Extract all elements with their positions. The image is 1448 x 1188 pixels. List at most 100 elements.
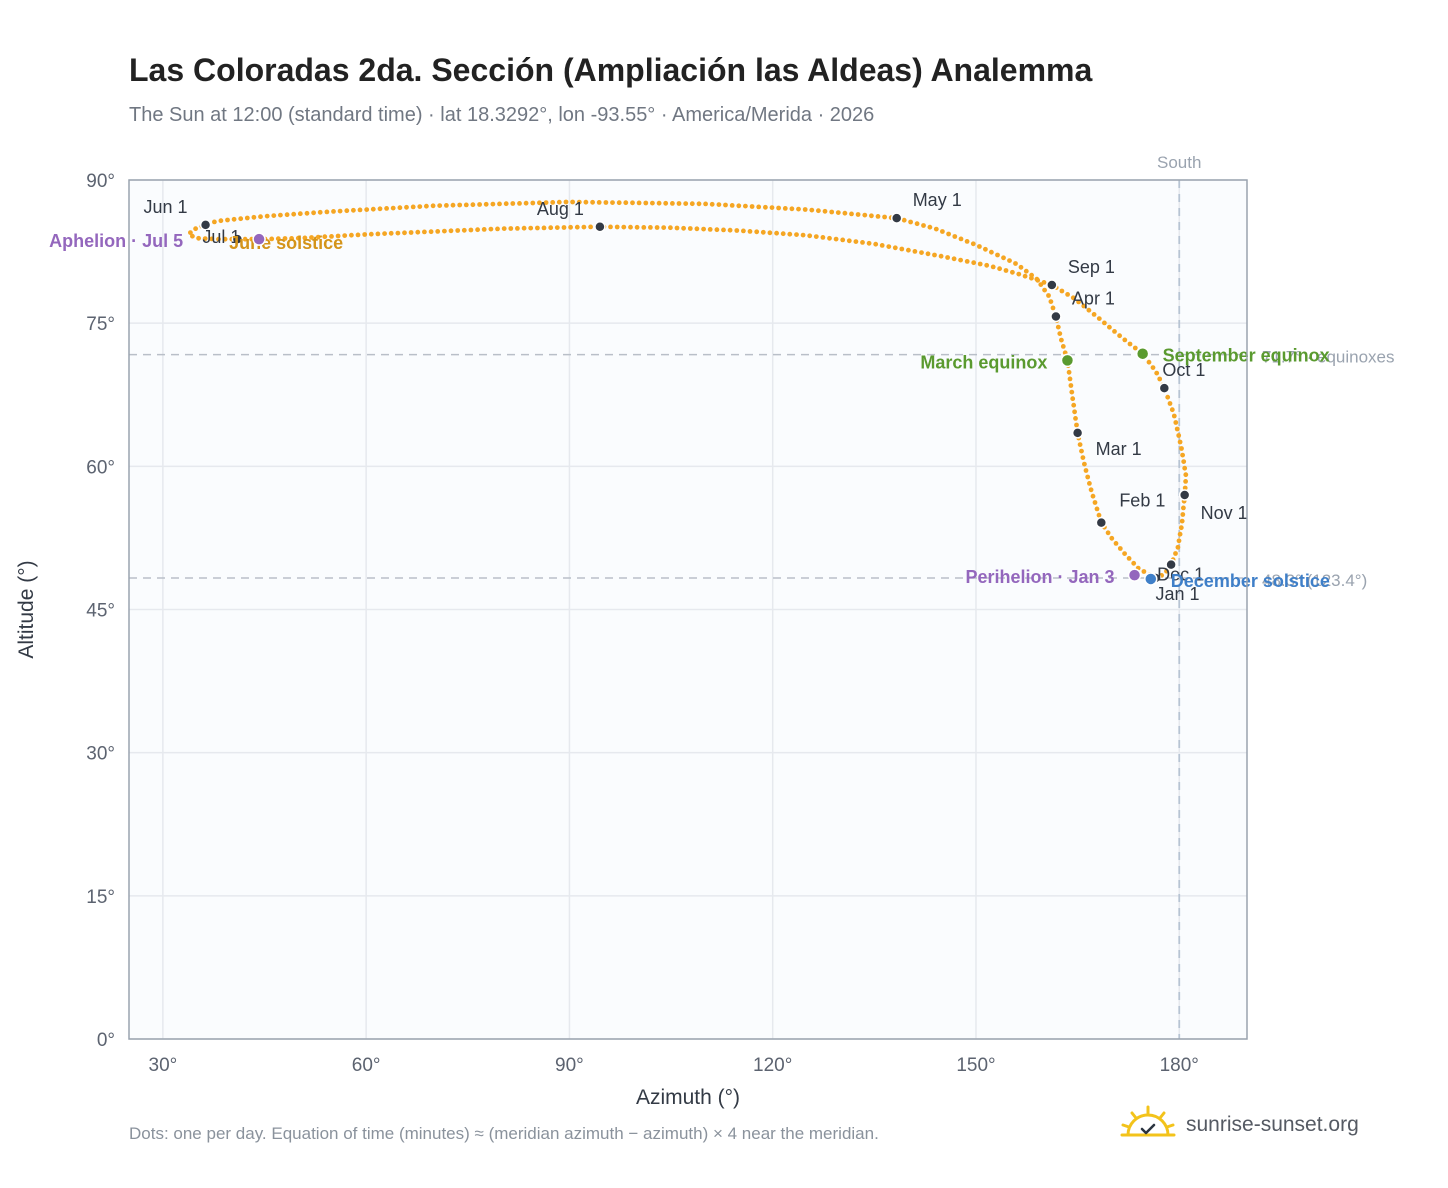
daily-sun-dot <box>958 257 963 263</box>
daily-sun-dot <box>1117 546 1123 551</box>
event-label: December solstice <box>1171 571 1330 591</box>
daily-sun-dot <box>829 209 835 215</box>
daily-sun-dot <box>282 236 288 241</box>
month-markers: Jan 1 Feb 1 Mar 1 Apr 1 May 1 Jun 1 Jul 1 Aug 1… <box>144 190 1248 604</box>
daily-sun-dot <box>561 225 567 230</box>
daily-sun-dot <box>1059 288 1065 294</box>
month-marker <box>890 212 903 224</box>
daily-sun-dot <box>1018 264 1024 270</box>
daily-sun-dot <box>862 212 868 218</box>
daily-sun-dot <box>488 226 494 232</box>
daily-sun-dot <box>218 218 224 224</box>
daily-sun-dot <box>1029 275 1034 281</box>
daily-sun-dot <box>789 206 795 212</box>
month-marker <box>1071 427 1084 439</box>
daily-sun-dot <box>1107 324 1112 330</box>
x-axis-label: Azimuth (°) <box>636 1086 740 1109</box>
daily-sun-dot <box>610 200 615 206</box>
y-tick-label: 15° <box>86 887 115 908</box>
daily-sun-dot <box>457 202 463 208</box>
daily-sun-dot <box>515 226 520 231</box>
daily-sun-dot <box>238 216 244 222</box>
event-label: Aphelion · Jul 5 <box>49 231 183 251</box>
daily-sun-dot <box>1179 446 1184 451</box>
daily-sun-dot <box>1105 530 1111 536</box>
daily-sun-dot <box>1048 299 1054 304</box>
daily-sun-dot <box>741 228 746 234</box>
daily-sun-dot <box>1154 370 1160 376</box>
daily-sun-dot <box>1082 461 1087 467</box>
daily-sun-dot <box>603 200 609 205</box>
daily-sun-dot <box>925 251 931 257</box>
daily-sun-dot <box>1069 389 1075 395</box>
daily-sun-dot <box>450 202 456 208</box>
month-marker <box>594 221 606 233</box>
y-tick-label: 60° <box>86 457 115 478</box>
event-label: March equinox <box>920 352 1047 372</box>
daily-sun-dot <box>344 208 350 214</box>
daily-sun-dot <box>964 259 970 264</box>
daily-sun-dot <box>495 226 500 232</box>
daily-sun-dot <box>1173 551 1178 556</box>
daily-sun-dot <box>362 232 368 237</box>
daily-sun-dot <box>835 210 841 216</box>
event-marker <box>252 232 266 246</box>
daily-sun-dot <box>882 214 887 220</box>
daily-sun-dot <box>269 236 275 242</box>
daily-sun-dot <box>1113 541 1119 546</box>
month-label: Jun 1 <box>144 197 188 217</box>
daily-sun-dot <box>1176 433 1182 438</box>
daily-sun-dot <box>787 231 793 237</box>
daily-sun-dot <box>674 225 680 231</box>
daily-sun-dot <box>822 208 828 214</box>
page-subtitle: The Sun at 12:00 (standard time) · lat 1… <box>129 104 875 126</box>
daily-sun-dot <box>242 236 248 242</box>
daily-sun-dot <box>501 226 507 232</box>
daily-sun-dot <box>364 207 370 213</box>
daily-sun-dot <box>701 226 706 232</box>
daily-sun-dot <box>541 225 547 231</box>
daily-sun-dot <box>202 236 208 242</box>
daily-sun-dot <box>1013 261 1018 266</box>
daily-sun-dot <box>1102 320 1107 326</box>
daily-sun-dot <box>216 236 221 242</box>
daily-sun-dot <box>222 236 228 242</box>
daily-sun-dot <box>952 234 958 239</box>
daily-sun-dot <box>776 205 781 211</box>
daily-sun-dot <box>827 235 832 241</box>
daily-sun-dot <box>1146 359 1152 365</box>
daily-sun-dot <box>1080 455 1086 460</box>
daily-sun-dot <box>1068 383 1074 388</box>
daily-sun-dot <box>714 227 720 233</box>
daily-sun-dot <box>395 230 401 236</box>
page-title: Las Coloradas 2da. Sección (Ampliación l… <box>129 52 1093 88</box>
daily-sun-dot <box>668 225 673 231</box>
daily-sun-dot <box>1132 345 1138 351</box>
daily-sun-dot <box>689 201 695 207</box>
daily-sun-dot <box>875 214 881 219</box>
daily-sun-dot <box>297 211 303 217</box>
daily-sun-dot <box>543 200 549 206</box>
daily-sun-dot <box>556 199 562 205</box>
daily-sun-dot <box>1141 569 1147 574</box>
x-tick-label: 150° <box>956 1055 995 1076</box>
daily-sun-dot <box>430 203 436 209</box>
month-label: Dec 1 <box>1157 565 1204 585</box>
daily-sun-dot <box>802 207 808 212</box>
daily-sun-dot <box>329 234 334 239</box>
daily-sun-dot <box>676 201 682 206</box>
daily-sun-dot <box>554 225 560 231</box>
daily-sun-dot <box>853 239 859 245</box>
daily-sun-dot <box>984 262 990 268</box>
daily-sun-dot <box>523 200 529 206</box>
daily-sun-dot <box>550 200 556 205</box>
month-marker <box>1095 516 1108 529</box>
daily-sun-dot <box>696 201 702 207</box>
daily-sun-dot <box>490 201 496 207</box>
daily-sun-dot <box>349 232 354 238</box>
event-marker <box>1127 568 1142 582</box>
daily-sun-dot <box>244 215 250 221</box>
daily-sun-dot <box>809 207 815 213</box>
brand[interactable]: sunrise-sunset.org <box>1120 1100 1359 1150</box>
month-marker <box>1165 558 1177 571</box>
